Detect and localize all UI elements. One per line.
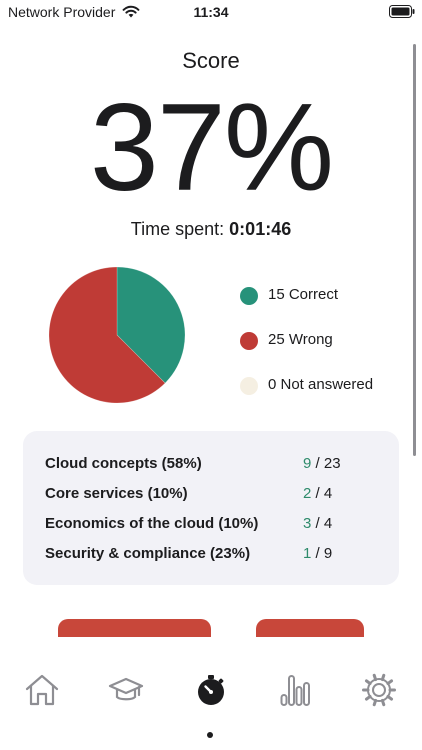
tab-learn[interactable] [108,672,144,708]
clock-time: 11:34 [193,4,229,20]
category-name: Core services (10%) [45,485,188,502]
results-pie-chart [48,266,186,404]
gear-icon [362,673,396,707]
pie-slice-correct [116,266,186,384]
battery-icon [389,5,415,18]
tab-bar [0,638,422,750]
category-name: Economics of the cloud (10%) [45,515,259,532]
time-spent: Time spent: 0:01:46 [0,219,422,240]
score-title: Score [182,48,240,73]
category-row: Security & compliance (23%) 1 / 9 [45,545,385,565]
home-icon [25,674,59,706]
category-name: Security & compliance (23%) [45,545,251,562]
category-correct-count: 9 [303,455,312,472]
category-name: Cloud concepts (58%) [45,455,202,472]
tab-settings[interactable] [361,672,397,708]
tab-exam[interactable] [193,672,229,708]
category-total-count: 23 [323,455,341,472]
category-total-count: 4 [323,485,333,502]
category-total-count: 4 [323,515,333,532]
wrong-color-dot [240,332,258,350]
tab-home[interactable] [24,672,60,708]
category-row: Cloud concepts (58%) 9 / 23 [45,455,385,475]
legend-label-not-answered: 0 Not answered [268,376,374,393]
category-total-count: 9 [323,545,333,562]
score-percentage: 37% [89,79,334,217]
primary-action-button[interactable] [58,619,211,637]
legend-label-wrong: 25 Wrong [268,331,333,348]
time-spent-value: 0:01:46 [229,219,292,239]
carrier-name: Network Provider [8,4,116,20]
category-row: Economics of the cloud (10%) 3 / 4 [45,515,385,535]
scroll-indicator[interactable] [413,44,416,456]
status-bar: Network Provider 11:34 [0,0,422,26]
category-correct-count: 1 [303,545,312,562]
correct-color-dot [240,287,258,305]
category-breakdown-card: Cloud concepts (58%) 9 / 23 Core service… [23,431,399,585]
stopwatch-icon [198,675,224,705]
category-correct-count: 2 [303,485,312,502]
pie-slice-wrong [48,266,166,404]
category-score: 3 / 4 [303,515,333,532]
legend-label-correct: 15 Correct [268,286,339,303]
category-correct-count: 3 [303,515,312,532]
bar-chart-icon [280,675,310,706]
category-score: 1 / 9 [303,545,333,562]
tab-statistics[interactable] [277,672,313,708]
wifi-icon [122,5,140,18]
secondary-action-button[interactable] [256,619,364,637]
time-spent-label: Time spent: [130,219,225,239]
not-answered-color-dot [240,377,258,395]
page-indicator-dot [207,732,213,738]
graduation-cap-icon [108,677,144,701]
category-row: Core services (10%) 2 / 4 [45,485,385,505]
category-score: 2 / 4 [303,485,333,502]
category-score: 9 / 23 [303,455,341,472]
